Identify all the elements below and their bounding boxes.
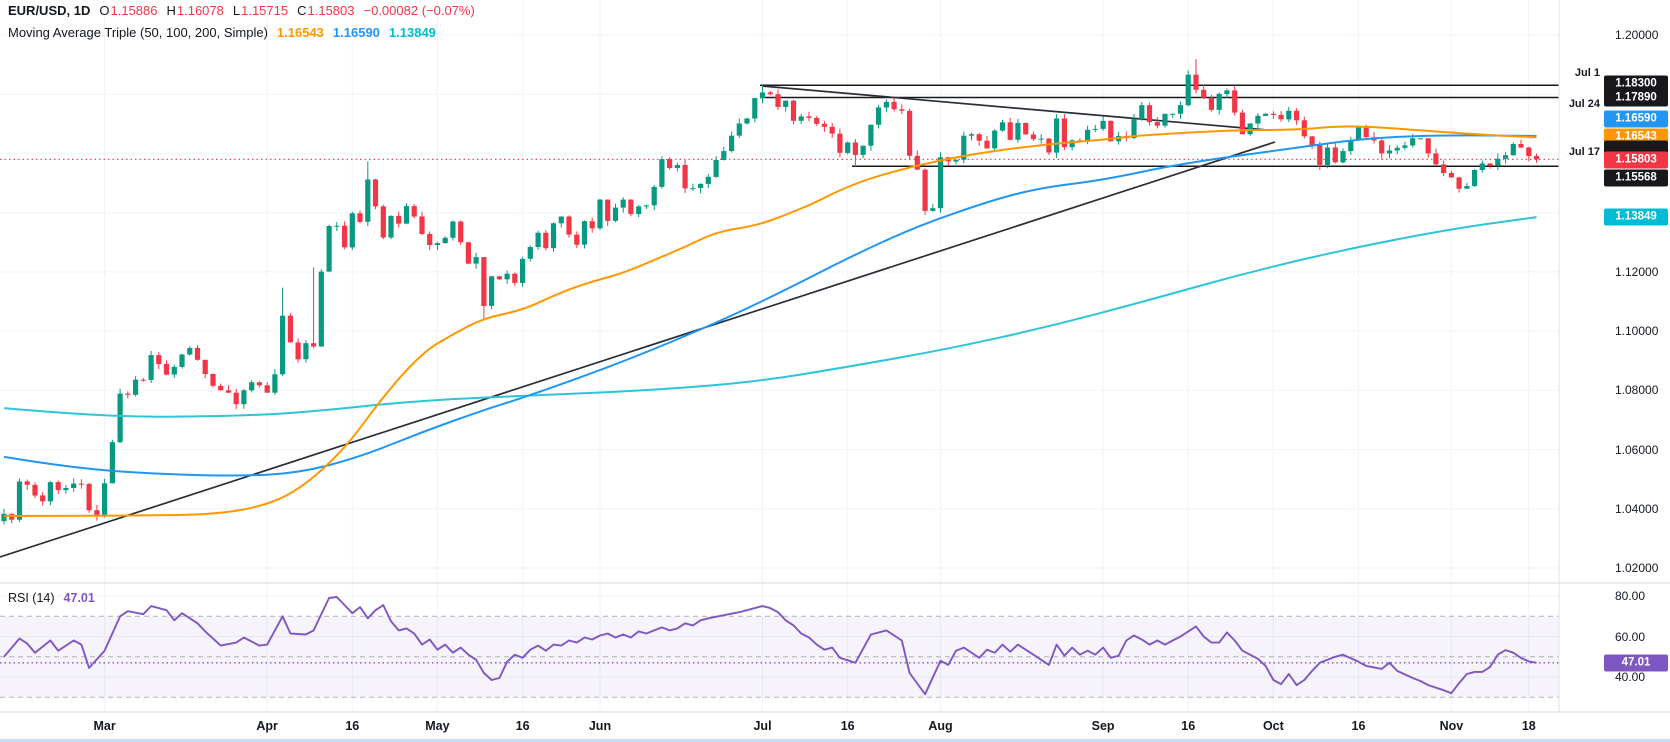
resistance-jul24-badge: 1.17890 (1604, 89, 1668, 107)
rsi-title: RSI (14) (8, 591, 55, 605)
time-axis-label-aug: Aug (928, 719, 953, 733)
time-axis-label-apr: Apr (256, 719, 278, 733)
rsi-pane (0, 596, 1559, 698)
time-axis-label-oct: Oct (1262, 719, 1284, 733)
bottom-strip (0, 739, 1670, 742)
last-price-badge: 1.15803 (1604, 151, 1668, 169)
symbol-title: EUR/USD, 1D (8, 3, 91, 18)
time-axis-label-sep: Sep (1091, 719, 1115, 733)
low-value: L 1.15715 (232, 3, 289, 18)
ma100-value: 1.16590 (332, 25, 380, 40)
time-axis-label-may: May (425, 719, 450, 733)
ascending-trendline (0, 141, 1276, 558)
resistance-jul1-badge: 1.18300 (1604, 75, 1668, 93)
ma200-value: 1.13849 (388, 25, 436, 40)
high-value: H 1.16078 (166, 3, 224, 18)
price-axis-label: 1.06000 (1615, 442, 1659, 457)
price-axis-label: 1.02000 (1615, 560, 1659, 575)
ma100-badge: 1.16590 (1604, 110, 1668, 128)
rsi-axis-label: 40.00 (1615, 670, 1646, 684)
change-value: −0.00082 (−0.07%) (363, 3, 475, 18)
rsi-line (3, 596, 1537, 696)
rsi-legend: RSI (14) 47.01 (8, 591, 95, 605)
ma200-line (3, 216, 1537, 418)
time-axis-label-16: 16 (1351, 719, 1366, 733)
ma50-value: 1.16543 (276, 25, 324, 40)
support-jul17-line-label: Jul 17 (1568, 146, 1600, 159)
candles (1, 59, 1540, 525)
time-axis-label-nov: Nov (1439, 719, 1464, 733)
time-axis-label-jul: Jul (753, 719, 772, 733)
ma100-line (3, 134, 1537, 477)
rsi-axis-label: 60.00 (1615, 629, 1646, 644)
rsi-value-badge: 47.01 (1604, 654, 1668, 672)
symbol-legend: EUR/USD, 1D O 1.15886 H 1.16078 L 1.15715 C… (8, 3, 475, 18)
price-axis-label: 1.20000 (1615, 28, 1659, 42)
time-axis-label-16: 16 (515, 719, 530, 733)
time-axis-label-16: 16 (1181, 719, 1196, 733)
close-value: C 1.15803 (297, 3, 355, 18)
price-axis-label: 1.04000 (1615, 501, 1659, 516)
ma50-line (3, 125, 1537, 517)
time-axis-label-jun: Jun (588, 719, 612, 733)
price-axis-label: 1.12000 (1615, 264, 1659, 279)
ma200-badge: 1.13849 (1604, 208, 1668, 226)
rsi-axis-label: 80.00 (1615, 589, 1646, 603)
resistance-jul24-line-label: Jul 24 (1568, 98, 1600, 111)
indicator-legend: Moving Average Triple (50, 100, 200, Sim… (8, 25, 436, 40)
time-axis-label-mar: Mar (93, 719, 116, 733)
descending-trendline (761, 85, 1268, 131)
time-axis-label-16: 16 (840, 719, 855, 733)
support-jul17-badge: 1.15568 (1604, 169, 1668, 187)
time-axis-label-18: 18 (1521, 719, 1536, 733)
rsi-value: 47.01 (63, 591, 95, 605)
open-value: O 1.15886 (99, 3, 158, 18)
indicator-title: Moving Average Triple (50, 100, 200, Sim… (8, 25, 268, 40)
time-axis-label-16: 16 (345, 719, 360, 733)
resistance-jul1-line-label: Jul 1 (1574, 67, 1600, 80)
price-axis-label: 1.08000 (1615, 383, 1659, 398)
price-axis-label: 1.10000 (1615, 324, 1659, 339)
main-pane (0, 59, 1559, 558)
